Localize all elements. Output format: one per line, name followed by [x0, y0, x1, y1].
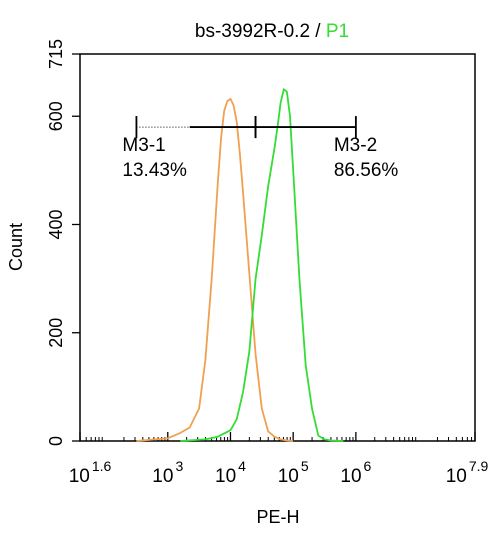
histogram-curve-1	[136, 98, 294, 442]
x-tick-exponent: 5	[301, 458, 309, 474]
y-axis-label: Count	[6, 223, 26, 271]
gate-2: M3-2 86.56%	[254, 116, 399, 181]
x-tick-label: 10 5	[278, 458, 309, 487]
x-tick-exponent: 7.9	[469, 458, 489, 474]
x-tick-label: 10 3	[152, 458, 183, 487]
x-tick-exponent: 4	[238, 458, 246, 474]
histogram-curve-2	[180, 88, 344, 442]
x-tick-label: 10 6	[340, 458, 371, 487]
y-axis-tick-labels: 0 200 400 600 715	[46, 39, 66, 446]
chart-title-separator: /	[310, 21, 326, 42]
gate-name: M3-1	[122, 135, 165, 156]
gate-name: M3-2	[334, 135, 377, 156]
chart-title-prefix: bs-3992R-0.2	[195, 21, 310, 42]
histogram-series	[136, 88, 344, 442]
x-tick-base: 10	[278, 466, 299, 487]
x-tick-label: 10 1.6	[69, 458, 112, 487]
x-axis-major-ticks	[79, 432, 476, 441]
x-tick-label: 10 7.9	[446, 458, 489, 487]
y-tick-label: 0	[46, 436, 66, 446]
marker-gates: M3-1 13.43% M3-2 86.56%	[122, 116, 398, 181]
x-tick-label: 10 4	[215, 458, 246, 487]
x-tick-exponent: 6	[364, 458, 372, 474]
gate-1: M3-1 13.43%	[122, 116, 257, 181]
plot-frame	[79, 53, 476, 442]
x-tick-base: 10	[215, 466, 236, 487]
x-tick-base: 10	[152, 466, 173, 487]
x-axis-tick-labels: 10 1.6 10 3 10 4 10 5 10 6 10 7.9	[69, 458, 489, 487]
x-tick-base: 10	[446, 466, 467, 487]
gate-percent: 13.43%	[122, 160, 187, 181]
y-tick-label: 600	[46, 101, 66, 131]
y-tick-label: 400	[46, 209, 66, 239]
y-tick-label: 200	[46, 318, 66, 348]
chart-title-gate: P1	[326, 21, 349, 42]
y-tick-label: 715	[46, 39, 66, 69]
x-tick-exponent: 1.6	[92, 458, 112, 474]
x-tick-base: 10	[340, 466, 361, 487]
x-tick-exponent: 3	[175, 458, 183, 474]
y-axis-ticks	[72, 53, 80, 442]
x-tick-base: 10	[69, 466, 90, 487]
x-axis-label: PE-H	[256, 507, 299, 527]
gate-percent: 86.56%	[334, 160, 399, 181]
chart-title: bs-3992R-0.2 / P1	[195, 21, 349, 42]
